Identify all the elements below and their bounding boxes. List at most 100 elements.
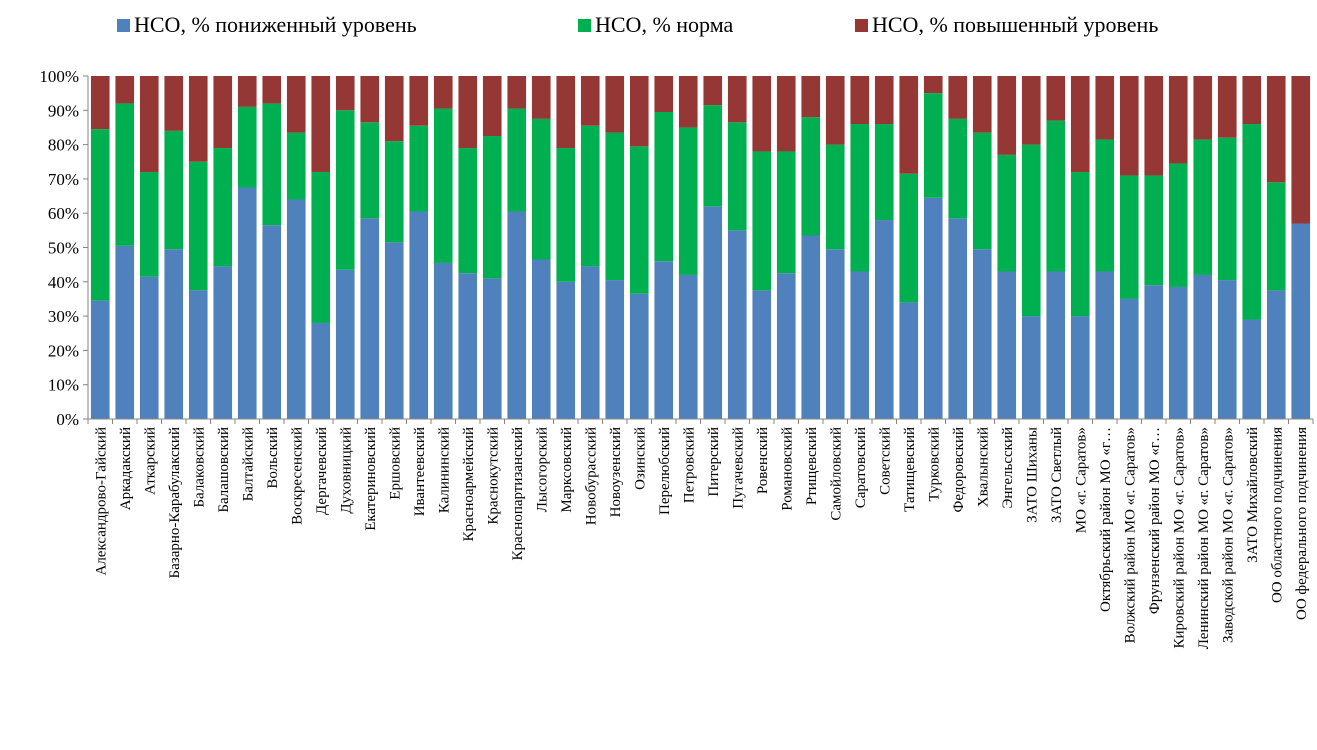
bar-segment	[850, 76, 870, 125]
bar-segment	[1266, 76, 1286, 183]
bar-segment	[1168, 76, 1188, 164]
bar-segment	[801, 235, 821, 419]
bar-segment	[262, 76, 282, 104]
x-tick-label: Балтайский	[240, 427, 256, 501]
bar-segment	[531, 259, 551, 419]
bar-segment	[164, 130, 184, 250]
bar-segment	[409, 125, 429, 212]
bar-segment	[360, 122, 380, 219]
bar-segment	[115, 245, 135, 419]
bar-segment	[1217, 76, 1237, 138]
bar-segment	[1144, 285, 1164, 419]
category-labels: Александрово-Гайский Аркадакский Аткарский…	[93, 427, 1310, 649]
bar-segment	[482, 76, 502, 137]
bar-segment	[1144, 175, 1164, 286]
x-tick-label: Октябрьский район МО «г…	[1098, 427, 1114, 612]
bar-segment	[433, 76, 453, 109]
bar-segment	[507, 211, 527, 419]
bar-segment	[409, 76, 429, 126]
bar-segment	[507, 108, 527, 212]
bar-segment	[972, 132, 992, 250]
legend-item: НСО, % повышенный уровень	[855, 12, 1158, 37]
bar-segment	[654, 261, 674, 419]
bar-segment	[629, 76, 649, 147]
x-tick-label: Дергачевский	[314, 427, 330, 515]
bar-segment	[139, 76, 159, 173]
bar-segment	[458, 76, 478, 149]
bar-segment	[1242, 319, 1262, 419]
x-tick-label: Энгельсский	[1000, 427, 1016, 509]
bar-segment	[899, 173, 919, 303]
y-tick-label: 40%	[48, 273, 79, 292]
bar-segment	[237, 76, 257, 107]
bar-segment	[1095, 139, 1115, 272]
bar-segment	[678, 127, 698, 275]
bar-segment	[997, 154, 1017, 272]
bar-segment	[678, 76, 698, 128]
x-tick-label: Хвалынский	[975, 427, 991, 507]
bar-segment	[1119, 175, 1139, 299]
bar-segment	[727, 76, 747, 123]
bar-segment	[237, 187, 257, 419]
bar-segment	[1266, 182, 1286, 291]
bar-segment	[850, 271, 870, 419]
bar-segment	[1119, 76, 1139, 176]
bar-segment	[213, 148, 233, 267]
bar-segment	[1168, 286, 1188, 419]
bar-segment	[825, 144, 845, 250]
bar-segment	[605, 76, 625, 133]
legend-swatch	[117, 19, 130, 32]
bar-segment	[458, 148, 478, 274]
bar-segment	[629, 146, 649, 294]
bar-segment	[360, 76, 380, 123]
bar-segment	[727, 230, 747, 419]
axes: 0% 10% 20% 30% 40% 50% 60% 70% 80% 90% 100%	[39, 67, 1314, 429]
x-tick-label: Кировский район МО «г. Саратов»	[1171, 427, 1187, 649]
bar-segment	[164, 76, 184, 131]
bar-segment	[384, 76, 404, 142]
bar-segment	[948, 218, 968, 419]
bar-segment	[433, 108, 453, 263]
x-tick-label: Воскресенский	[289, 427, 305, 525]
bar-segment	[482, 136, 502, 279]
bar-segment	[286, 76, 306, 133]
bar-segment	[507, 76, 527, 109]
legend: НСО, % пониженный уровень НСО, % норма НСО…	[117, 12, 1158, 37]
bar-segment	[874, 220, 894, 419]
bar-segment	[286, 132, 306, 200]
bar-segment	[654, 112, 674, 262]
x-tick-label: Вольский	[265, 427, 281, 489]
bar-segment	[825, 249, 845, 419]
bar-segment	[556, 281, 576, 419]
bar-segment	[654, 76, 674, 113]
y-tick-label: 80%	[48, 136, 79, 155]
bar-segment	[1242, 124, 1262, 320]
bar-segment	[335, 269, 355, 419]
x-tick-label: Саратовский	[853, 427, 869, 508]
x-tick-label: Екатериновский	[363, 427, 379, 531]
bar-segment	[115, 103, 135, 246]
legend-swatch	[855, 19, 868, 32]
bar-segment	[899, 302, 919, 419]
bar-segment	[1070, 172, 1090, 317]
legend-item: НСО, % пониженный уровень	[117, 12, 417, 37]
x-tick-label: Питерский	[706, 427, 722, 497]
bar-segment	[1021, 76, 1041, 145]
x-tick-label: ЗАТО Шиханы	[1024, 427, 1040, 523]
bar-segment	[825, 76, 845, 145]
bar-segment	[1021, 144, 1041, 317]
bar-segment	[703, 206, 723, 419]
bar-segment	[384, 141, 404, 243]
x-tick-label: Калининский	[436, 427, 452, 513]
bar-segment	[188, 76, 208, 162]
bar-segment	[360, 218, 380, 419]
bar-segment	[899, 76, 919, 174]
bar-segment	[556, 76, 576, 149]
x-tick-label: Ленинский район МО «г. Саратов»	[1196, 427, 1212, 649]
x-tick-label: Балашовский	[216, 427, 232, 513]
x-tick-label: Краснокутский	[485, 427, 501, 525]
x-tick-label: Советский	[877, 427, 893, 495]
x-tick-label: Красноармейский	[461, 427, 477, 541]
x-tick-label: Заводской район МО «г. Саратов»	[1220, 427, 1236, 643]
